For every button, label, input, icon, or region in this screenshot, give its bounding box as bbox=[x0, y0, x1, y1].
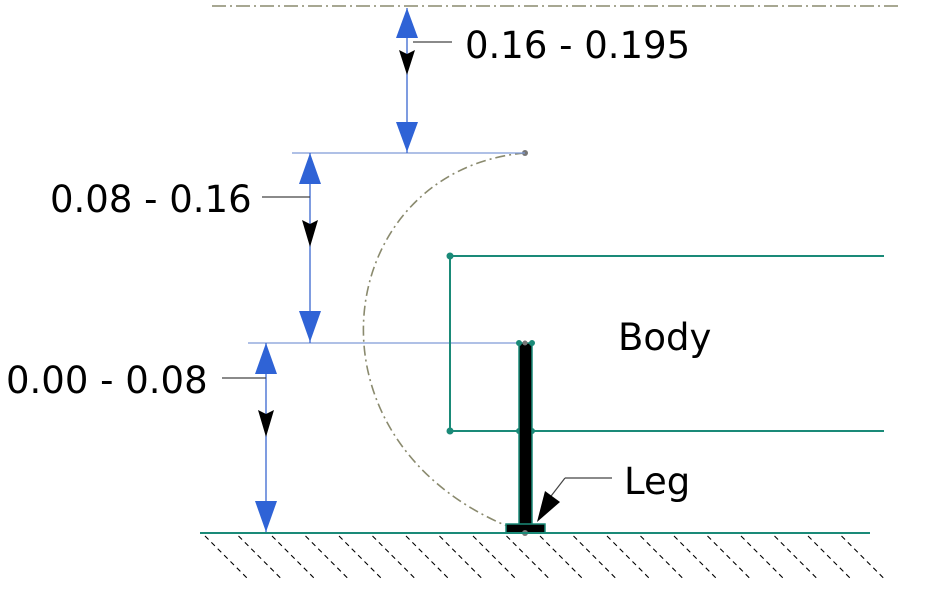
hatch-stroke bbox=[740, 535, 786, 581]
leader-arrow-icon bbox=[258, 410, 274, 437]
hatch-stroke bbox=[204, 535, 250, 581]
hatch-stroke bbox=[271, 535, 317, 581]
hatch-stroke bbox=[673, 535, 719, 581]
hatch-stroke bbox=[439, 535, 484, 581]
leg-shape bbox=[505, 340, 546, 536]
hatch-stroke bbox=[405, 535, 451, 581]
range-label-bottom: 0.00 - 0.08 bbox=[6, 359, 208, 402]
body-label: Body bbox=[618, 316, 711, 359]
hatch-stroke bbox=[807, 535, 853, 581]
leg-label: Leg bbox=[624, 460, 690, 503]
hatch-stroke bbox=[606, 535, 652, 581]
swing-arc bbox=[362, 152, 526, 534]
leg-pointer-icon bbox=[537, 491, 560, 522]
dimension-top bbox=[396, 8, 452, 153]
hatch-stroke bbox=[472, 535, 518, 581]
hatch-stroke bbox=[841, 535, 886, 581]
ground-hatching bbox=[204, 535, 886, 581]
hatch-stroke bbox=[707, 535, 752, 581]
hatch-stroke bbox=[506, 535, 551, 581]
hatch-stroke bbox=[573, 535, 618, 581]
hatch-stroke bbox=[774, 535, 819, 581]
leader-arrow-icon bbox=[399, 50, 415, 75]
hatch-stroke bbox=[338, 535, 384, 581]
leader-arrow-icon bbox=[302, 220, 318, 247]
dimension-bottom bbox=[222, 343, 277, 533]
leg-leader bbox=[537, 477, 612, 522]
hatch-stroke bbox=[305, 535, 350, 581]
hatch-stroke bbox=[640, 535, 685, 581]
hatch-stroke bbox=[238, 535, 283, 581]
dimension-middle bbox=[262, 153, 321, 343]
hatch-stroke bbox=[372, 535, 417, 581]
range-label-top: 0.16 - 0.195 bbox=[465, 24, 690, 67]
hatch-stroke bbox=[539, 535, 585, 581]
range-label-middle: 0.08 - 0.16 bbox=[50, 178, 252, 221]
